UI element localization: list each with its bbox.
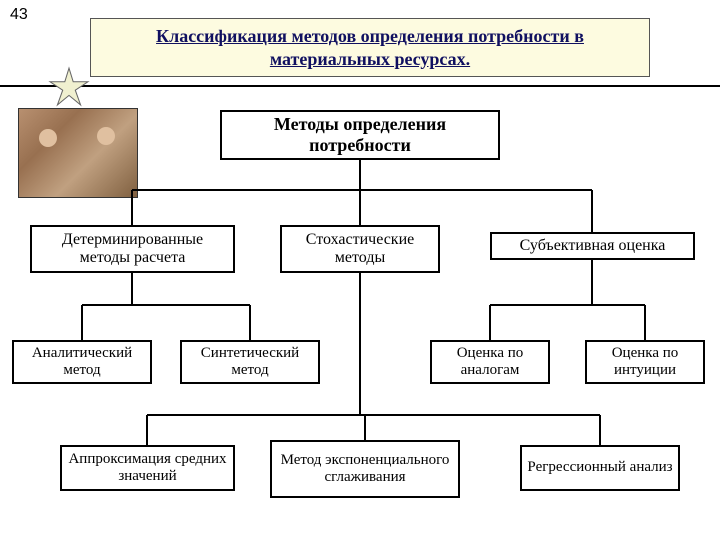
node-analogs: Оценка по аналогам	[430, 340, 550, 384]
node-regression: Регрессионный анализ	[520, 445, 680, 491]
l3b-label: Метод экспоненциального сглаживания	[276, 452, 454, 487]
node-synthetic: Синтетический метод	[180, 340, 320, 384]
node-deterministic: Детерминированные методы расчета	[30, 225, 235, 273]
l2b-label: Синтетический метод	[186, 345, 314, 380]
node-stochastic: Стохастические методы	[280, 225, 440, 273]
root-node: Методы определения потребности	[220, 110, 500, 160]
l1a-label: Детерминированные методы расчета	[36, 231, 229, 268]
node-analytical: Аналитический метод	[12, 340, 152, 384]
page-number: 43	[10, 6, 28, 24]
node-intuition: Оценка по интуиции	[585, 340, 705, 384]
l2c-label: Оценка по аналогам	[436, 345, 544, 380]
title-line-1: Классификация методов определения потреб…	[156, 26, 584, 46]
l3a-label: Аппроксимация средних значений	[66, 451, 229, 486]
slide-title: Классификация методов определения потреб…	[90, 18, 650, 77]
l2d-label: Оценка по интуиции	[591, 345, 699, 380]
l1b-label: Стохастические методы	[286, 231, 434, 268]
title-line-2: материальных ресурсах.	[270, 49, 470, 69]
l2a-label: Аналитический метод	[18, 345, 146, 380]
node-subjective: Субъективная оценка	[490, 232, 695, 260]
divider-line	[0, 85, 720, 87]
node-approximation: Аппроксимация средних значений	[60, 445, 235, 491]
meeting-photo	[18, 108, 138, 198]
root-label: Методы определения потребности	[226, 114, 494, 155]
node-exponential: Метод экспоненциального сглаживания	[270, 440, 460, 498]
l3c-label: Регрессионный анализ	[527, 459, 672, 476]
star-icon	[48, 66, 90, 108]
l1c-label: Субъективная оценка	[520, 237, 666, 255]
